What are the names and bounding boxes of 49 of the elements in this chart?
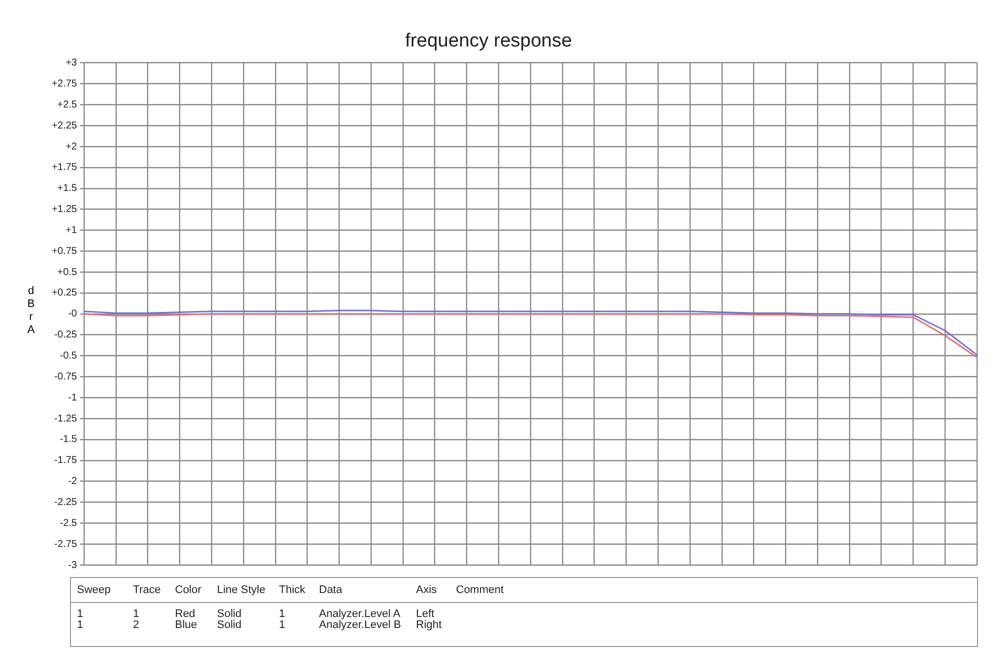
text: Right xyxy=(416,619,442,631)
y-tick-label: +1.25 xyxy=(52,204,78,216)
text: Axis xyxy=(416,584,437,596)
text: 1 xyxy=(133,608,140,620)
text: Sweep xyxy=(77,584,111,596)
y-tick-label: -2.75 xyxy=(54,538,78,550)
y-tick-label: +2.5 xyxy=(57,99,78,110)
text: Solid xyxy=(217,619,242,631)
text: Solid xyxy=(217,608,242,620)
text: 1 xyxy=(77,608,84,620)
text: Comment xyxy=(456,584,504,596)
text: Blue xyxy=(175,619,198,631)
y-tick-label: -0.5 xyxy=(60,350,78,362)
text: Line Style xyxy=(217,584,266,596)
y-tick-label: -1.75 xyxy=(54,455,78,466)
y-tick-label: -1.25 xyxy=(54,413,78,424)
text: Color xyxy=(175,584,202,596)
y-tick-label: +1.5 xyxy=(57,183,78,194)
y-tick-label: -2 xyxy=(68,476,78,488)
y-tick-label: +0.75 xyxy=(52,246,78,257)
y-axis-title: dBr A xyxy=(26,285,36,337)
text: Left xyxy=(416,608,434,620)
y-tick-label: -1.5 xyxy=(60,434,78,446)
y-tick-label: +1 xyxy=(66,224,78,236)
y-tick-label: +0.25 xyxy=(52,288,78,299)
text: Thick xyxy=(279,584,306,596)
y-tick-label: +2.75 xyxy=(52,78,78,90)
y-tick-label: -0.75 xyxy=(54,371,78,382)
y-tick-label: -0.25 xyxy=(54,330,78,341)
text: Data xyxy=(319,584,342,596)
y-tick-label: -2.25 xyxy=(54,496,78,508)
text: Analyzer.Level A xyxy=(319,608,400,620)
y-tick-label: -2.5 xyxy=(60,518,78,529)
text: 1 xyxy=(279,608,286,620)
text: 2 xyxy=(133,619,140,631)
chart-title: frequency response xyxy=(405,30,572,52)
y-tick-label: +0.5 xyxy=(57,266,78,278)
y-tick-label: +2 xyxy=(66,141,78,152)
text: 1 xyxy=(279,619,286,631)
y-tick-label: +1.75 xyxy=(52,162,78,174)
y-tick-label: +3 xyxy=(66,58,78,69)
text: Analyzer.Level B xyxy=(319,619,401,631)
y-tick-label: -1 xyxy=(68,392,78,404)
text: Trace xyxy=(133,584,161,596)
y-tick-label: -3 xyxy=(68,560,78,571)
y-tick-label: -0 xyxy=(68,308,78,320)
y-tick-label: +2.25 xyxy=(52,120,78,132)
text: 1 xyxy=(77,619,84,631)
text: Red xyxy=(175,608,196,620)
